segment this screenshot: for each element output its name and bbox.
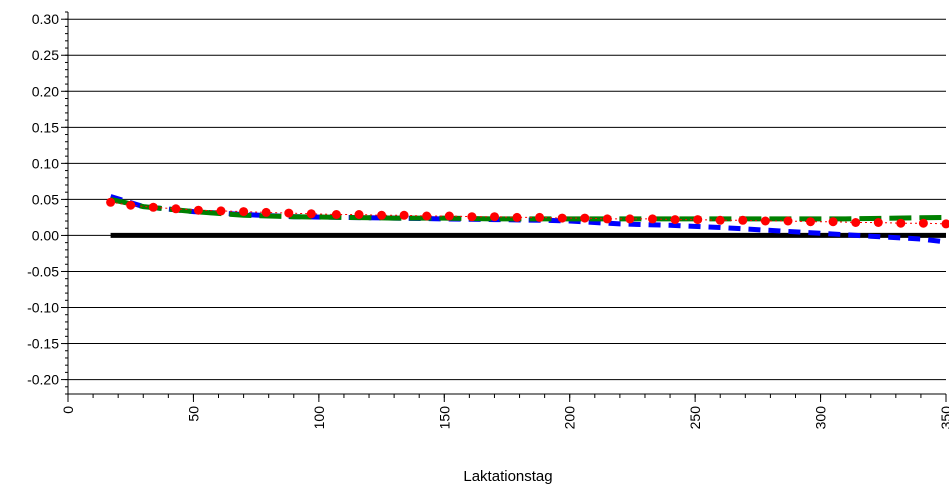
y-tick-label: -0.05 [27, 263, 59, 279]
y-tick-label: -0.15 [27, 336, 59, 352]
series-point-red [171, 204, 181, 214]
x-tick-label: 200 [562, 406, 578, 430]
x-axis-title: Laktationstag [463, 468, 552, 485]
series-point-red [625, 214, 635, 224]
series-point-red [331, 210, 341, 219]
gridlines [68, 18, 946, 381]
series-point-red [580, 213, 590, 223]
x-tick-label: 350 [938, 406, 949, 430]
series-point-red [670, 215, 680, 225]
series-point-red [512, 212, 522, 222]
series-point-red [715, 215, 725, 225]
x-tick-label: 300 [813, 406, 829, 430]
series-point-red [941, 219, 949, 229]
y-tick-label: 0.00 [32, 227, 59, 243]
series-point-red [760, 216, 770, 226]
series-point-red [896, 218, 906, 228]
series-point-red [490, 212, 499, 222]
y-tick-label: 0.20 [32, 83, 59, 99]
series-point-red [535, 212, 545, 222]
x-tick-label: 100 [311, 406, 327, 430]
series-point-red [306, 209, 316, 219]
series-point-red [806, 217, 815, 227]
y-tick-label: 0.30 [32, 11, 59, 27]
y-tick-label: 0.05 [32, 191, 59, 207]
series-point-red [284, 208, 294, 218]
series-point-red [354, 210, 364, 219]
series-point-red [851, 218, 861, 227]
series-point-red [261, 207, 271, 217]
series-point-red [783, 216, 793, 226]
series-line-green [110, 196, 947, 222]
y-tick-label: 0.10 [32, 155, 59, 171]
series-point-red [828, 217, 838, 227]
series-point-red [239, 207, 249, 217]
y-tick-label: -0.10 [27, 300, 59, 316]
plot-frame [67, 12, 946, 395]
series-point-red [738, 215, 748, 225]
series-point-red [602, 214, 612, 224]
x-tick-label: 50 [185, 406, 201, 422]
series-point-red [148, 202, 158, 212]
series-line-blue [109, 194, 947, 245]
y-tick-label: 0.25 [32, 47, 59, 63]
series-point-red [193, 205, 203, 215]
x-tick-label: 150 [436, 406, 452, 430]
series-point-red [399, 210, 409, 220]
y-axis: -0.20 -0.15 -0.10 -0.05 0.00 0.05 0.10 0.15 0.20… [27, 11, 68, 395]
series-point-red [693, 215, 703, 225]
series-point-red [557, 213, 567, 223]
plot-series [106, 194, 949, 245]
y-tick-label: -0.20 [27, 372, 59, 388]
x-axis: 0 50 100 150 200 250 300 350 [60, 394, 949, 429]
series-point-red [873, 218, 883, 227]
series-point-red [444, 211, 454, 221]
series-point-red [216, 206, 226, 216]
series-point-red [126, 200, 136, 210]
y-tick-label: 0.15 [32, 119, 59, 135]
series-point-red [918, 218, 928, 228]
series-point-red [648, 214, 657, 224]
x-tick-label: 250 [687, 406, 703, 430]
series-point-red [106, 197, 116, 207]
series-point-red [422, 211, 432, 221]
x-tick-label: 0 [60, 406, 76, 414]
series-point-red [377, 210, 387, 220]
series-point-red [467, 212, 477, 222]
